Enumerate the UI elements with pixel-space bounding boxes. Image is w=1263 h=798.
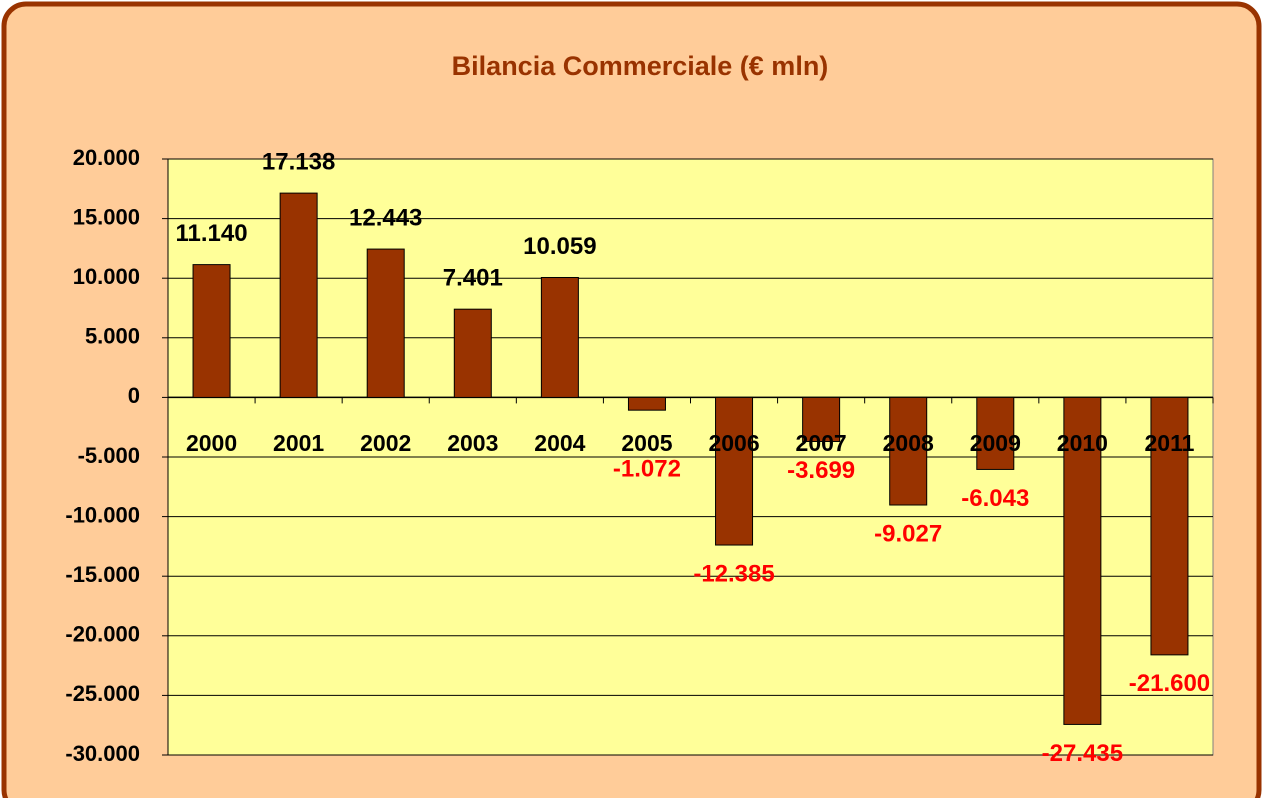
data-label: -12.385 [693, 560, 774, 587]
x-tick-label: 2001 [273, 430, 324, 456]
bar [192, 264, 231, 398]
y-tick-label: -15.000 [65, 562, 140, 587]
y-tick-label: 10.000 [73, 264, 140, 289]
bar [453, 308, 492, 398]
data-label: -27.435 [1042, 740, 1123, 767]
data-label: 11.140 [175, 220, 247, 247]
x-tick-label: 2000 [186, 430, 237, 456]
data-label: -6.043 [961, 485, 1029, 512]
bar [366, 248, 405, 398]
y-tick-label: -5.000 [78, 443, 140, 468]
x-tick-label: 2004 [534, 430, 585, 456]
y-tick-label: -20.000 [65, 622, 140, 647]
y-tick-label: 20.000 [73, 145, 140, 170]
bar [1063, 396, 1102, 725]
bar [627, 396, 666, 411]
y-tick-label: -25.000 [65, 681, 140, 706]
y-tick-label: -10.000 [65, 502, 140, 527]
x-tick-label: 2008 [883, 430, 934, 456]
x-tick-label: 2005 [621, 430, 672, 456]
bar [540, 276, 579, 398]
data-label: 7.401 [443, 265, 503, 292]
x-tick-label: 2003 [447, 430, 498, 456]
bar [279, 192, 318, 398]
data-label: -9.027 [874, 520, 942, 547]
data-label: 10.059 [523, 233, 596, 260]
bar [802, 396, 841, 442]
x-tick-label: 2006 [708, 430, 759, 456]
x-tick-label: 2007 [796, 430, 847, 456]
y-tick-label: 5.000 [85, 324, 140, 349]
y-tick-label: 0 [128, 383, 140, 408]
chart-title: Bilancia Commerciale (€ mln) [452, 51, 829, 81]
data-label: 17.138 [262, 148, 335, 175]
data-label: -21.600 [1129, 670, 1210, 697]
x-tick-label: 2009 [970, 430, 1021, 456]
bar [1150, 396, 1189, 656]
bar [976, 396, 1015, 470]
x-tick-label: 2011 [1145, 430, 1195, 456]
x-tick-label: 2002 [360, 430, 411, 456]
y-tick-label: 15.000 [73, 204, 140, 229]
data-label: -1.072 [613, 455, 681, 482]
bar [715, 396, 754, 546]
data-label: 12.443 [349, 204, 422, 231]
data-label: -3.699 [787, 457, 855, 484]
bar [889, 396, 928, 506]
x-tick-label: 2010 [1057, 430, 1108, 456]
y-tick-label: -30.000 [65, 741, 140, 766]
